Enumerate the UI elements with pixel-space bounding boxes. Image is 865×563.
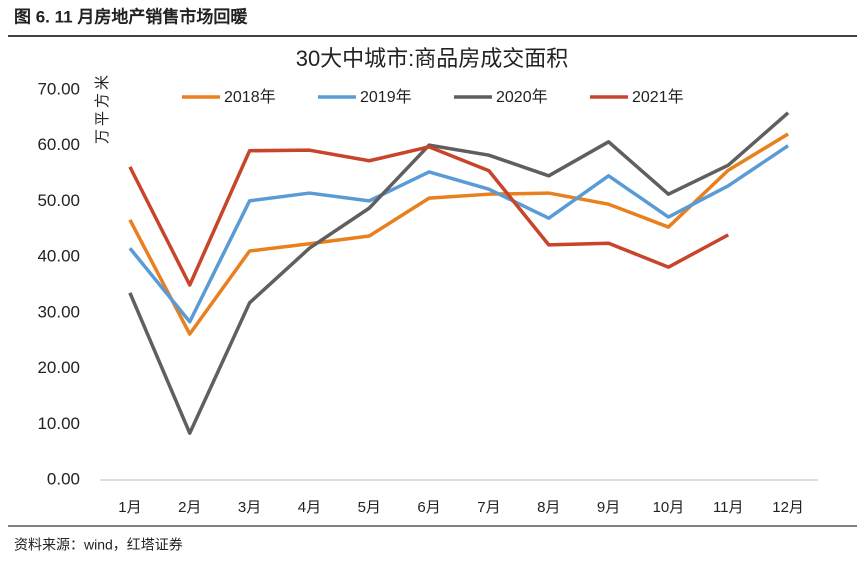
x-tick-label: 1月 <box>118 499 141 516</box>
figure-caption: 图 6. 11 月房地产销售市场回暖 <box>14 6 248 26</box>
x-tick-label: 5月 <box>358 499 381 516</box>
x-tick-label: 2月 <box>178 499 201 516</box>
series-line <box>128 145 730 287</box>
x-tick-label: 12月 <box>772 499 804 516</box>
x-tick-label: 8月 <box>537 499 560 516</box>
y-axis-label: 万平方米 <box>94 72 111 144</box>
legend-label: 2020年 <box>496 88 548 106</box>
y-tick-label: 60.00 <box>37 135 80 154</box>
y-tick-label: 0.00 <box>47 469 80 488</box>
x-tick-label: 7月 <box>477 499 500 516</box>
series-line <box>128 132 789 336</box>
x-tick-label: 10月 <box>653 499 685 516</box>
y-tick-label: 30.00 <box>37 302 80 321</box>
series-line <box>128 111 790 435</box>
y-tick-label: 70.00 <box>37 79 80 98</box>
y-tick-label: 50.00 <box>37 191 80 210</box>
chart-title: 30大中城市:商品房成交面积 <box>296 46 569 71</box>
x-tick-label: 9月 <box>597 499 620 516</box>
source-note: 资料来源：wind，红塔证券 <box>14 537 183 553</box>
x-tick-label: 4月 <box>298 499 321 516</box>
legend-label: 2018年 <box>224 88 276 106</box>
x-tick-label: 11月 <box>713 499 744 516</box>
legend-label: 2021年 <box>632 88 684 106</box>
legend-label: 2019年 <box>360 88 412 106</box>
x-tick-label: 6月 <box>417 499 440 516</box>
series-line <box>128 144 790 324</box>
y-tick-label: 10.00 <box>37 414 80 433</box>
x-tick-label: 3月 <box>238 499 261 516</box>
y-tick-label: 40.00 <box>37 247 80 266</box>
y-tick-label: 20.00 <box>37 358 80 377</box>
